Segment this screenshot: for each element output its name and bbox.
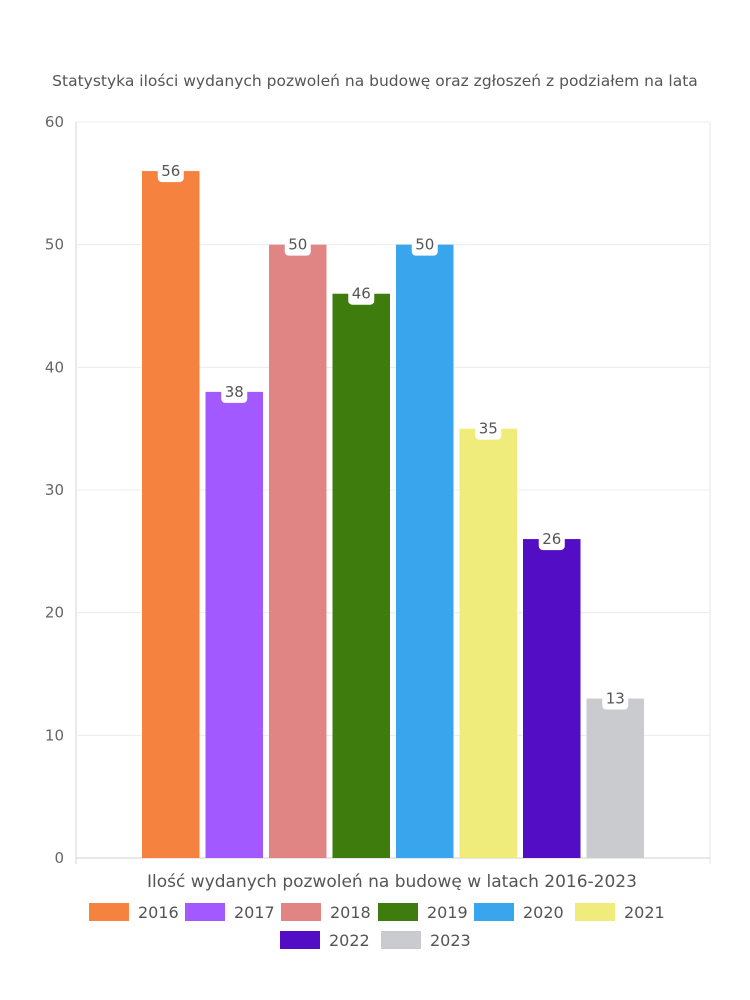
legend-swatch-2023 [381, 931, 421, 949]
legend-label-2021: 2021 [624, 903, 665, 922]
bar-2018 [269, 244, 327, 858]
bar-2022 [523, 539, 581, 858]
legend-swatch-2021 [575, 903, 615, 921]
data-label: 50 [415, 236, 434, 254]
data-label-box [348, 282, 375, 305]
data-label: 50 [288, 236, 307, 254]
legend-label-2017: 2017 [234, 903, 275, 922]
data-label-box [284, 233, 311, 256]
data-label-box [602, 687, 629, 710]
x-axis-label: Ilość wydanych pozwoleń na budowę w lata… [147, 872, 637, 892]
bar-2023 [586, 698, 644, 858]
legend-swatch-2022 [280, 931, 320, 949]
data-label: 35 [479, 420, 498, 438]
legend: 2016 2017 2018 2019 2020 2021 2022 2023 [89, 903, 665, 950]
bar-2017 [205, 391, 263, 858]
data-label: 13 [606, 690, 625, 708]
data-label-box [538, 528, 565, 551]
legend-swatch-2017 [185, 903, 225, 921]
data-label: 38 [225, 383, 244, 401]
legend-label-2020: 2020 [523, 903, 564, 922]
legend-swatch-2019 [378, 903, 418, 921]
bar-2021 [459, 428, 517, 858]
data-label: 46 [352, 285, 371, 303]
y-tick-label: 40 [45, 358, 64, 376]
bar-2019 [332, 293, 390, 858]
y-tick-label: 20 [45, 604, 64, 622]
legend-swatch-2018 [281, 903, 321, 921]
legend-label-2022: 2022 [329, 931, 370, 950]
data-label: 56 [161, 162, 180, 180]
legend-label-2016: 2016 [138, 903, 179, 922]
data-label-box [475, 417, 502, 440]
bar-2016 [142, 171, 200, 859]
y-tick-label: 50 [45, 236, 64, 254]
legend-swatch-2020 [474, 903, 514, 921]
data-label: 26 [542, 530, 561, 548]
y-tick-label: 10 [45, 726, 64, 744]
data-labels-group: 56 38 50 46 50 35 26 13 [157, 160, 629, 710]
bars-group [142, 171, 644, 859]
y-tick-label: 60 [45, 113, 64, 131]
legend-label-2018: 2018 [330, 903, 371, 922]
legend-label-2019: 2019 [427, 903, 468, 922]
y-axis: 0 10 20 30 40 50 60 [45, 113, 64, 867]
data-label-box [411, 233, 438, 256]
data-label-box [157, 160, 184, 183]
legend-label-2023: 2023 [430, 931, 471, 950]
bar-2020 [396, 244, 454, 858]
y-tick-label: 0 [54, 849, 64, 867]
legend-swatch-2016 [89, 903, 129, 921]
data-label-box [221, 380, 248, 403]
y-tick-label: 30 [45, 481, 64, 499]
chart-title: Statystyka ilości wydanych pozwoleń na b… [52, 72, 698, 90]
